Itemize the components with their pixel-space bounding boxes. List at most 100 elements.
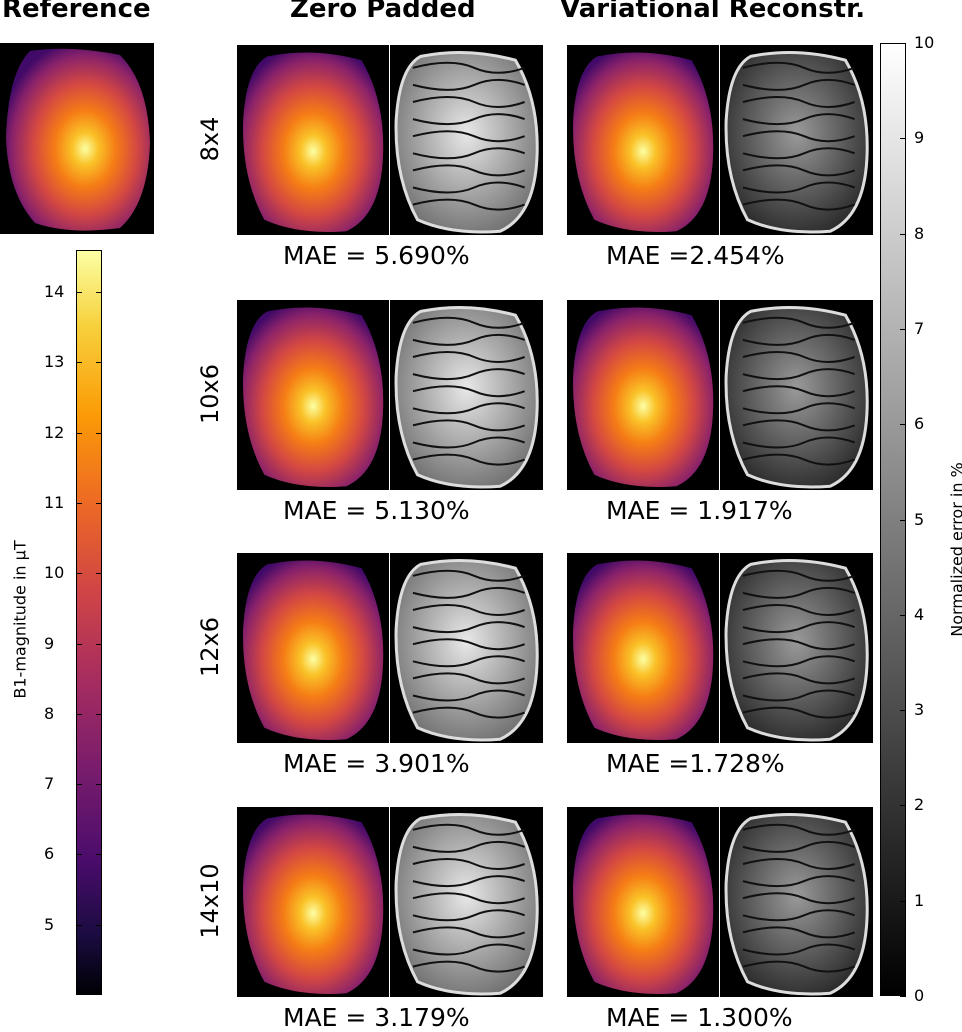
b1-tick-mark xyxy=(76,714,82,715)
variational-error-map xyxy=(720,553,873,743)
error-tick-mark xyxy=(900,901,906,902)
variational-error-map xyxy=(720,300,873,490)
variational-error-map-image xyxy=(720,807,873,997)
error-colorbar-label: Normalized error in % xyxy=(948,450,962,650)
variational-error-map xyxy=(720,807,873,997)
zero-padded-b1-map xyxy=(237,300,389,490)
mae-zero-padded: MAE = 3.901% xyxy=(283,749,470,778)
b1-tick-mark xyxy=(76,362,82,363)
variational-title: Variational Reconstr. xyxy=(560,0,865,24)
mae-variational: MAE =2.454% xyxy=(606,241,785,270)
zero-padded-b1-map-image xyxy=(237,300,389,490)
error-tick-label: 9 xyxy=(914,128,924,147)
b1-tick-mark xyxy=(96,362,102,363)
b1-tick-mark xyxy=(96,714,102,715)
zero-padded-b1-map-image xyxy=(237,45,389,235)
variational-b1-map xyxy=(567,807,719,997)
b1-tick-label: 9 xyxy=(44,634,54,653)
b1-tick-mark xyxy=(96,573,102,574)
zero-padded-error-map xyxy=(390,807,543,997)
error-tick-mark xyxy=(900,43,906,44)
error-tick-label: 1 xyxy=(914,891,924,910)
b1-tick-label: 12 xyxy=(44,423,64,442)
zero-padded-b1-map-image xyxy=(237,553,389,743)
mae-variational: MAE =1.728% xyxy=(606,749,785,778)
error-tick-mark xyxy=(900,520,906,521)
variational-error-map-image xyxy=(720,300,873,490)
b1-tick-mark xyxy=(96,854,102,855)
zero-padded-b1-map xyxy=(237,553,389,743)
b1-tick-mark xyxy=(76,644,82,645)
b1-tick-mark xyxy=(76,854,82,855)
b1-tick-label: 13 xyxy=(44,352,64,371)
variational-b1-map-image xyxy=(567,300,719,490)
error-tick-label: 5 xyxy=(914,510,924,529)
b1-tick-mark xyxy=(76,292,82,293)
error-tick-mark xyxy=(900,424,906,425)
error-tick-label: 6 xyxy=(914,414,924,433)
zero-padded-error-map-image xyxy=(390,553,543,743)
error-tick-mark xyxy=(900,329,906,330)
b1-tick-mark xyxy=(96,784,102,785)
reference-b1-map-image xyxy=(0,43,154,234)
variational-b1-map-image xyxy=(567,807,719,997)
variational-b1-map xyxy=(567,45,719,235)
zero-padded-error-map xyxy=(390,45,543,235)
b1-tick-mark xyxy=(76,925,82,926)
error-tick-label: 3 xyxy=(914,700,924,719)
reference-b1-map xyxy=(0,43,154,234)
error-tick-label: 10 xyxy=(914,33,934,52)
variational-b1-map-image xyxy=(567,553,719,743)
error-tick-mark xyxy=(900,805,906,806)
b1-tick-mark xyxy=(76,573,82,574)
b1-tick-mark xyxy=(76,433,82,434)
zero-padded-title: Zero Padded xyxy=(290,0,476,24)
row-label: 8x4 xyxy=(196,79,224,199)
zero-padded-b1-map xyxy=(237,807,389,997)
variational-b1-map-image xyxy=(567,45,719,235)
zero-padded-error-map xyxy=(390,300,543,490)
row-label: 10x6 xyxy=(196,334,224,454)
b1-colorbar-label: B1-magnitude in µT xyxy=(11,530,30,710)
row-label: 14x10 xyxy=(196,841,224,961)
error-tick-label: 2 xyxy=(914,795,924,814)
b1-tick-label: 8 xyxy=(44,704,54,723)
b1-tick-label: 10 xyxy=(44,563,64,582)
mae-zero-padded: MAE = 3.179% xyxy=(283,1003,470,1032)
zero-padded-error-map-image xyxy=(390,45,543,235)
zero-padded-error-map-image xyxy=(390,300,543,490)
b1-tick-label: 14 xyxy=(44,282,64,301)
zero-padded-b1-map xyxy=(237,45,389,235)
error-tick-mark xyxy=(900,996,906,997)
b1-tick-mark xyxy=(96,644,102,645)
error-tick-mark xyxy=(900,234,906,235)
reference-title: Reference xyxy=(2,0,151,24)
zero-padded-b1-map-image xyxy=(237,807,389,997)
b1-tick-mark xyxy=(76,503,82,504)
b1-tick-label: 7 xyxy=(44,774,54,793)
b1-tick-mark xyxy=(96,433,102,434)
b1-tick-label: 5 xyxy=(44,915,54,934)
b1-tick-mark xyxy=(96,925,102,926)
variational-error-map-image xyxy=(720,553,873,743)
mae-zero-padded: MAE = 5.130% xyxy=(283,496,470,525)
b1-tick-mark xyxy=(96,292,102,293)
error-tick-label: 0 xyxy=(914,986,924,1005)
mae-variational: MAE = 1.300% xyxy=(606,1003,793,1032)
variational-b1-map xyxy=(567,553,719,743)
variational-b1-map xyxy=(567,300,719,490)
variational-error-map xyxy=(720,45,873,235)
error-tick-label: 4 xyxy=(914,605,924,624)
b1-tick-mark xyxy=(76,784,82,785)
error-tick-mark xyxy=(900,138,906,139)
error-tick-mark xyxy=(900,615,906,616)
error-tick-label: 7 xyxy=(914,319,924,338)
row-label: 12x6 xyxy=(196,587,224,707)
mae-zero-padded: MAE = 5.690% xyxy=(283,241,470,270)
error-tick-label: 8 xyxy=(914,224,924,243)
b1-tick-label: 6 xyxy=(44,844,54,863)
zero-padded-error-map xyxy=(390,553,543,743)
zero-padded-error-map-image xyxy=(390,807,543,997)
b1-tick-label: 11 xyxy=(44,493,64,512)
error-tick-mark xyxy=(900,710,906,711)
